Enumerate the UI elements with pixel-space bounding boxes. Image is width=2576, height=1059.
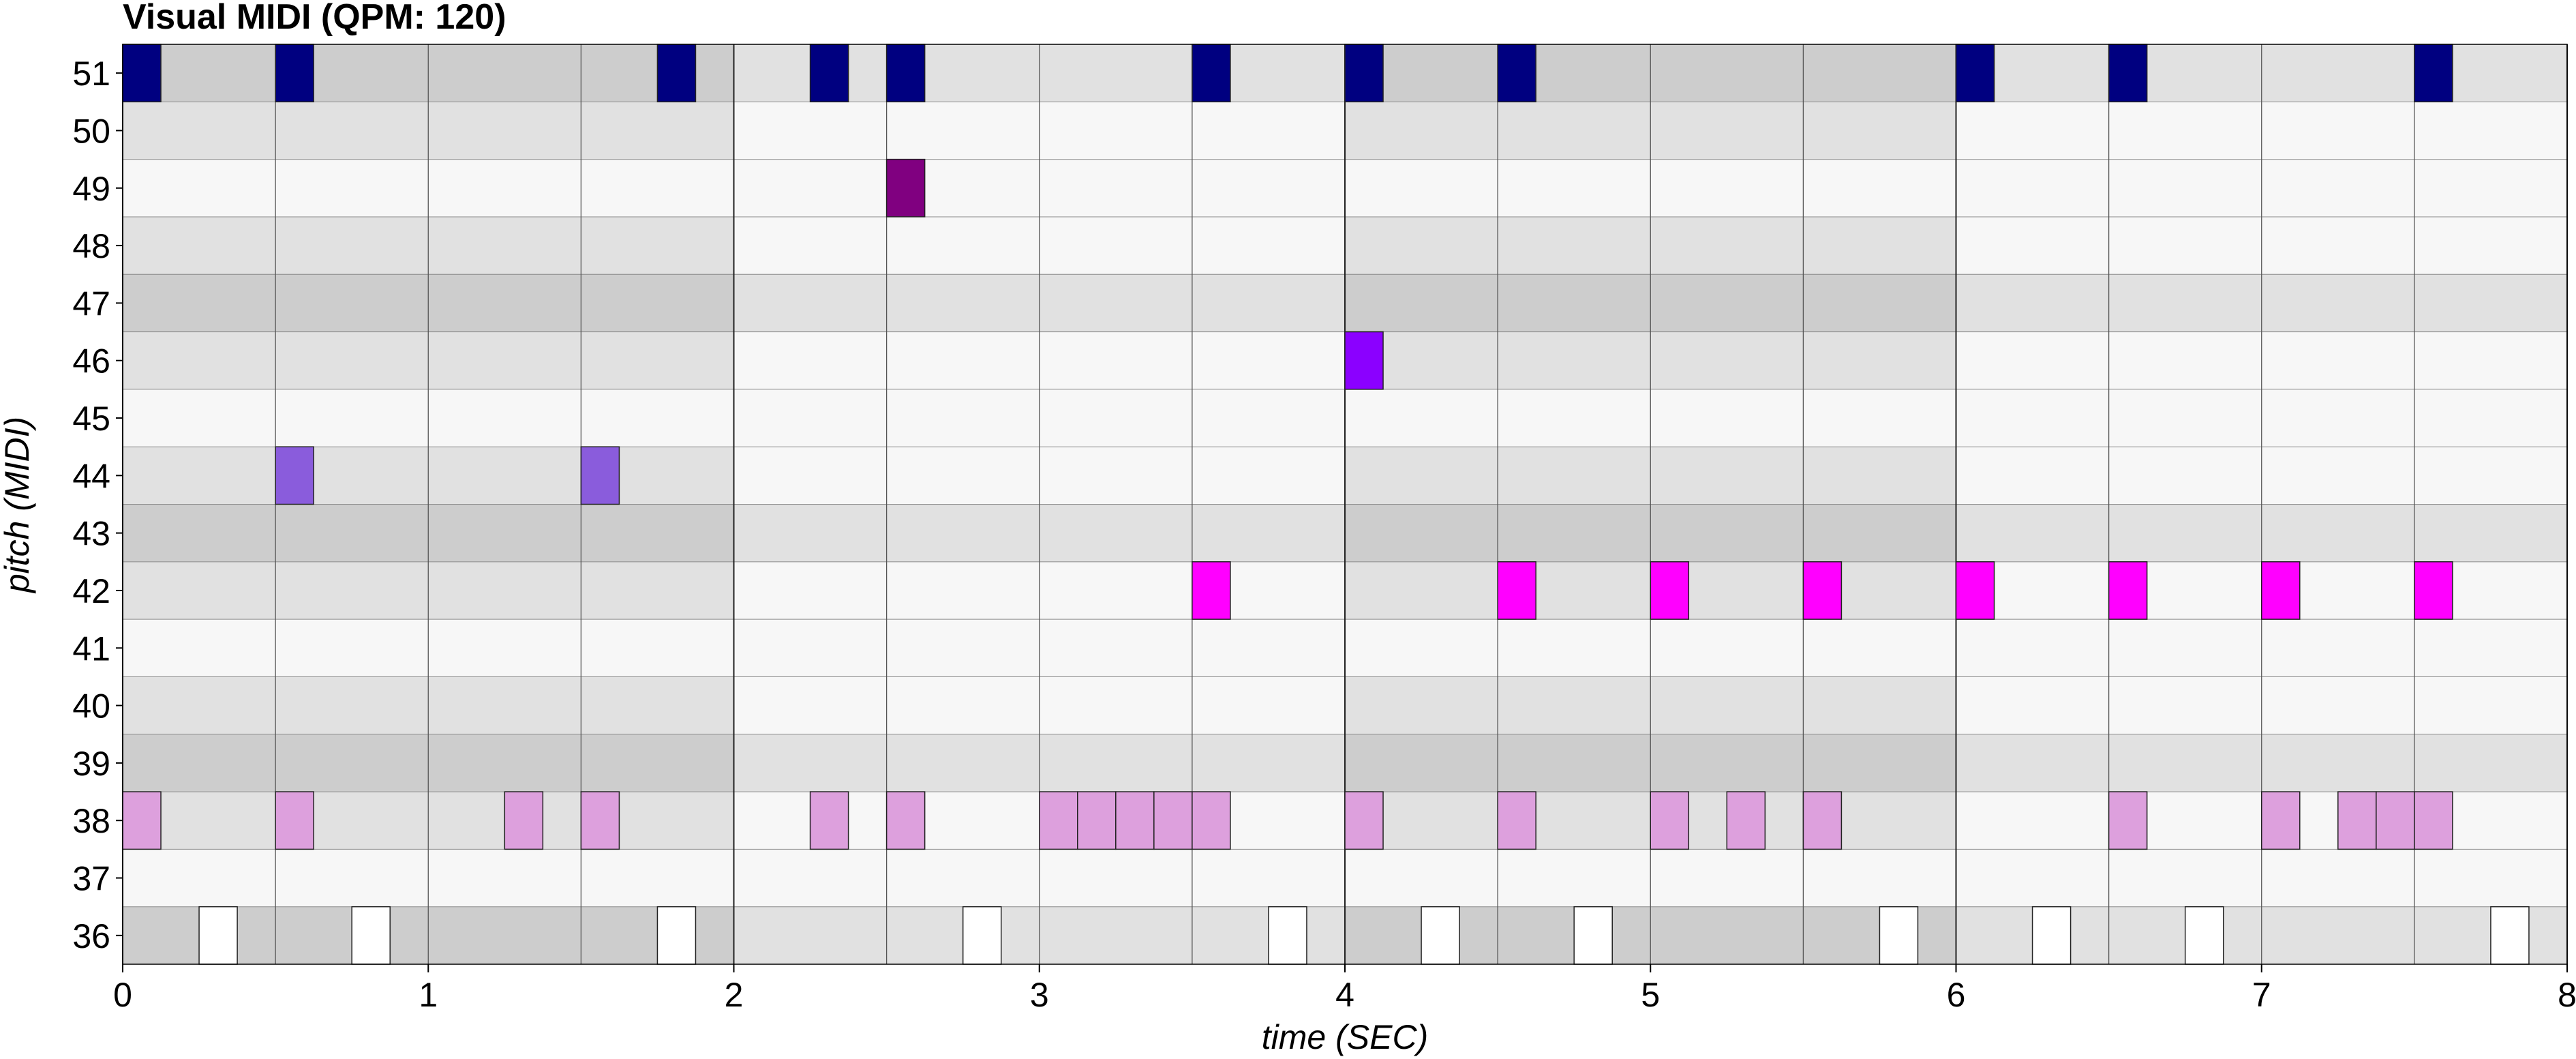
note-38-4.5 xyxy=(1497,791,1536,850)
note-38-4 xyxy=(1344,791,1384,850)
y-tick-label: 43 xyxy=(72,515,110,553)
x-tick-label: 2 xyxy=(725,976,744,1014)
note-38-7.25 xyxy=(2337,791,2377,850)
y-tick-label: 44 xyxy=(72,457,110,495)
note-38-1.25 xyxy=(504,791,544,850)
x-tick-label: 0 xyxy=(113,976,132,1014)
note-42-7.5 xyxy=(2414,561,2453,620)
note-51-3.5 xyxy=(1192,44,1231,103)
note-51-6 xyxy=(1955,44,1995,103)
note-51-1.75 xyxy=(656,44,697,103)
y-tick-label: 40 xyxy=(72,687,110,726)
note-38-3.25 xyxy=(1115,791,1155,850)
x-tick-label: 4 xyxy=(1335,976,1354,1014)
y-tick-label: 46 xyxy=(72,342,110,381)
note-51-0 xyxy=(122,44,162,103)
note-38-2.5 xyxy=(885,791,926,850)
note-49-2.5 xyxy=(885,158,926,218)
note-38-3.5 xyxy=(1192,791,1231,850)
note-38-3.375 xyxy=(1153,791,1193,850)
note-38-7.375 xyxy=(2376,791,2415,850)
x-axis-label: time (SEC) xyxy=(1262,1018,1428,1056)
y-tick-label: 41 xyxy=(72,629,110,668)
y-tick-label: 42 xyxy=(72,572,110,610)
note-36-2.75 xyxy=(962,906,1002,965)
y-tick-label: 45 xyxy=(72,400,110,438)
note-38-5.5 xyxy=(1802,791,1843,850)
note-51-4.5 xyxy=(1497,44,1536,103)
note-38-7.5 xyxy=(2414,791,2453,850)
y-axis-label: pitch (MIDI) xyxy=(0,417,36,594)
note-44-0.5 xyxy=(275,446,314,505)
note-38-5 xyxy=(1650,791,1690,850)
note-36-3.75 xyxy=(1268,906,1307,965)
note-38-3.125 xyxy=(1077,791,1117,850)
note-42-3.5 xyxy=(1192,561,1231,620)
x-tick-label: 8 xyxy=(2558,976,2576,1014)
y-tick-label: 47 xyxy=(72,284,110,323)
x-tick-label: 5 xyxy=(1641,976,1660,1014)
y-tick-label: 48 xyxy=(72,227,110,265)
note-36-4.75 xyxy=(1573,906,1613,965)
note-38-0 xyxy=(122,791,162,850)
y-tick-label: 38 xyxy=(72,802,110,840)
note-36-4.25 xyxy=(1421,906,1460,965)
note-38-6.5 xyxy=(2108,791,2148,850)
note-42-5.5 xyxy=(1802,561,1843,620)
x-tick-label: 3 xyxy=(1030,976,1049,1014)
note-38-5.25 xyxy=(1726,791,1766,850)
note-36-5.75 xyxy=(1879,906,1919,965)
note-44-1.5 xyxy=(580,446,620,505)
note-36-6.25 xyxy=(2031,906,2072,965)
chart-title: Visual MIDI (QPM: 120) xyxy=(123,0,506,37)
note-38-0.5 xyxy=(275,791,314,850)
x-tick-label: 6 xyxy=(1947,976,1966,1014)
note-42-6 xyxy=(1955,561,1995,620)
y-tick-label: 51 xyxy=(72,55,110,93)
note-36-0.25 xyxy=(198,906,238,965)
note-38-7 xyxy=(2261,791,2301,850)
note-36-6.75 xyxy=(2184,906,2224,965)
note-42-7 xyxy=(2261,561,2301,620)
note-46-4 xyxy=(1344,331,1384,390)
note-38-2.25 xyxy=(809,791,849,850)
note-36-0.75 xyxy=(351,906,391,965)
y-axis-ticks: 36 37 38 39 40 41 42 43 44 45 46 47 48 49 50 51 xyxy=(72,55,123,955)
note-42-5 xyxy=(1650,561,1690,620)
note-51-4 xyxy=(1344,44,1384,103)
note-36-1.75 xyxy=(656,906,697,965)
note-51-2.25 xyxy=(809,44,849,103)
y-tick-label: 39 xyxy=(72,745,110,783)
note-51-0.5 xyxy=(275,44,314,103)
note-36-7.75 xyxy=(2490,906,2530,965)
x-axis-ticks: 0 1 2 3 4 5 6 7 8 xyxy=(113,964,2576,1014)
y-tick-label: 49 xyxy=(72,170,110,208)
y-tick-label: 50 xyxy=(72,112,110,150)
x-tick-label: 1 xyxy=(419,976,438,1014)
note-51-7.5 xyxy=(2414,44,2453,103)
y-tick-label: 36 xyxy=(72,917,110,955)
note-42-6.5 xyxy=(2108,561,2148,620)
note-42-4.5 xyxy=(1497,561,1536,620)
note-38-1.5 xyxy=(580,791,620,850)
x-tick-label: 7 xyxy=(2252,976,2271,1014)
y-tick-label: 37 xyxy=(72,860,110,898)
note-51-2.5 xyxy=(885,44,926,103)
note-51-6.5 xyxy=(2108,44,2148,103)
note-38-3 xyxy=(1039,791,1078,850)
note-marks xyxy=(122,44,2530,965)
